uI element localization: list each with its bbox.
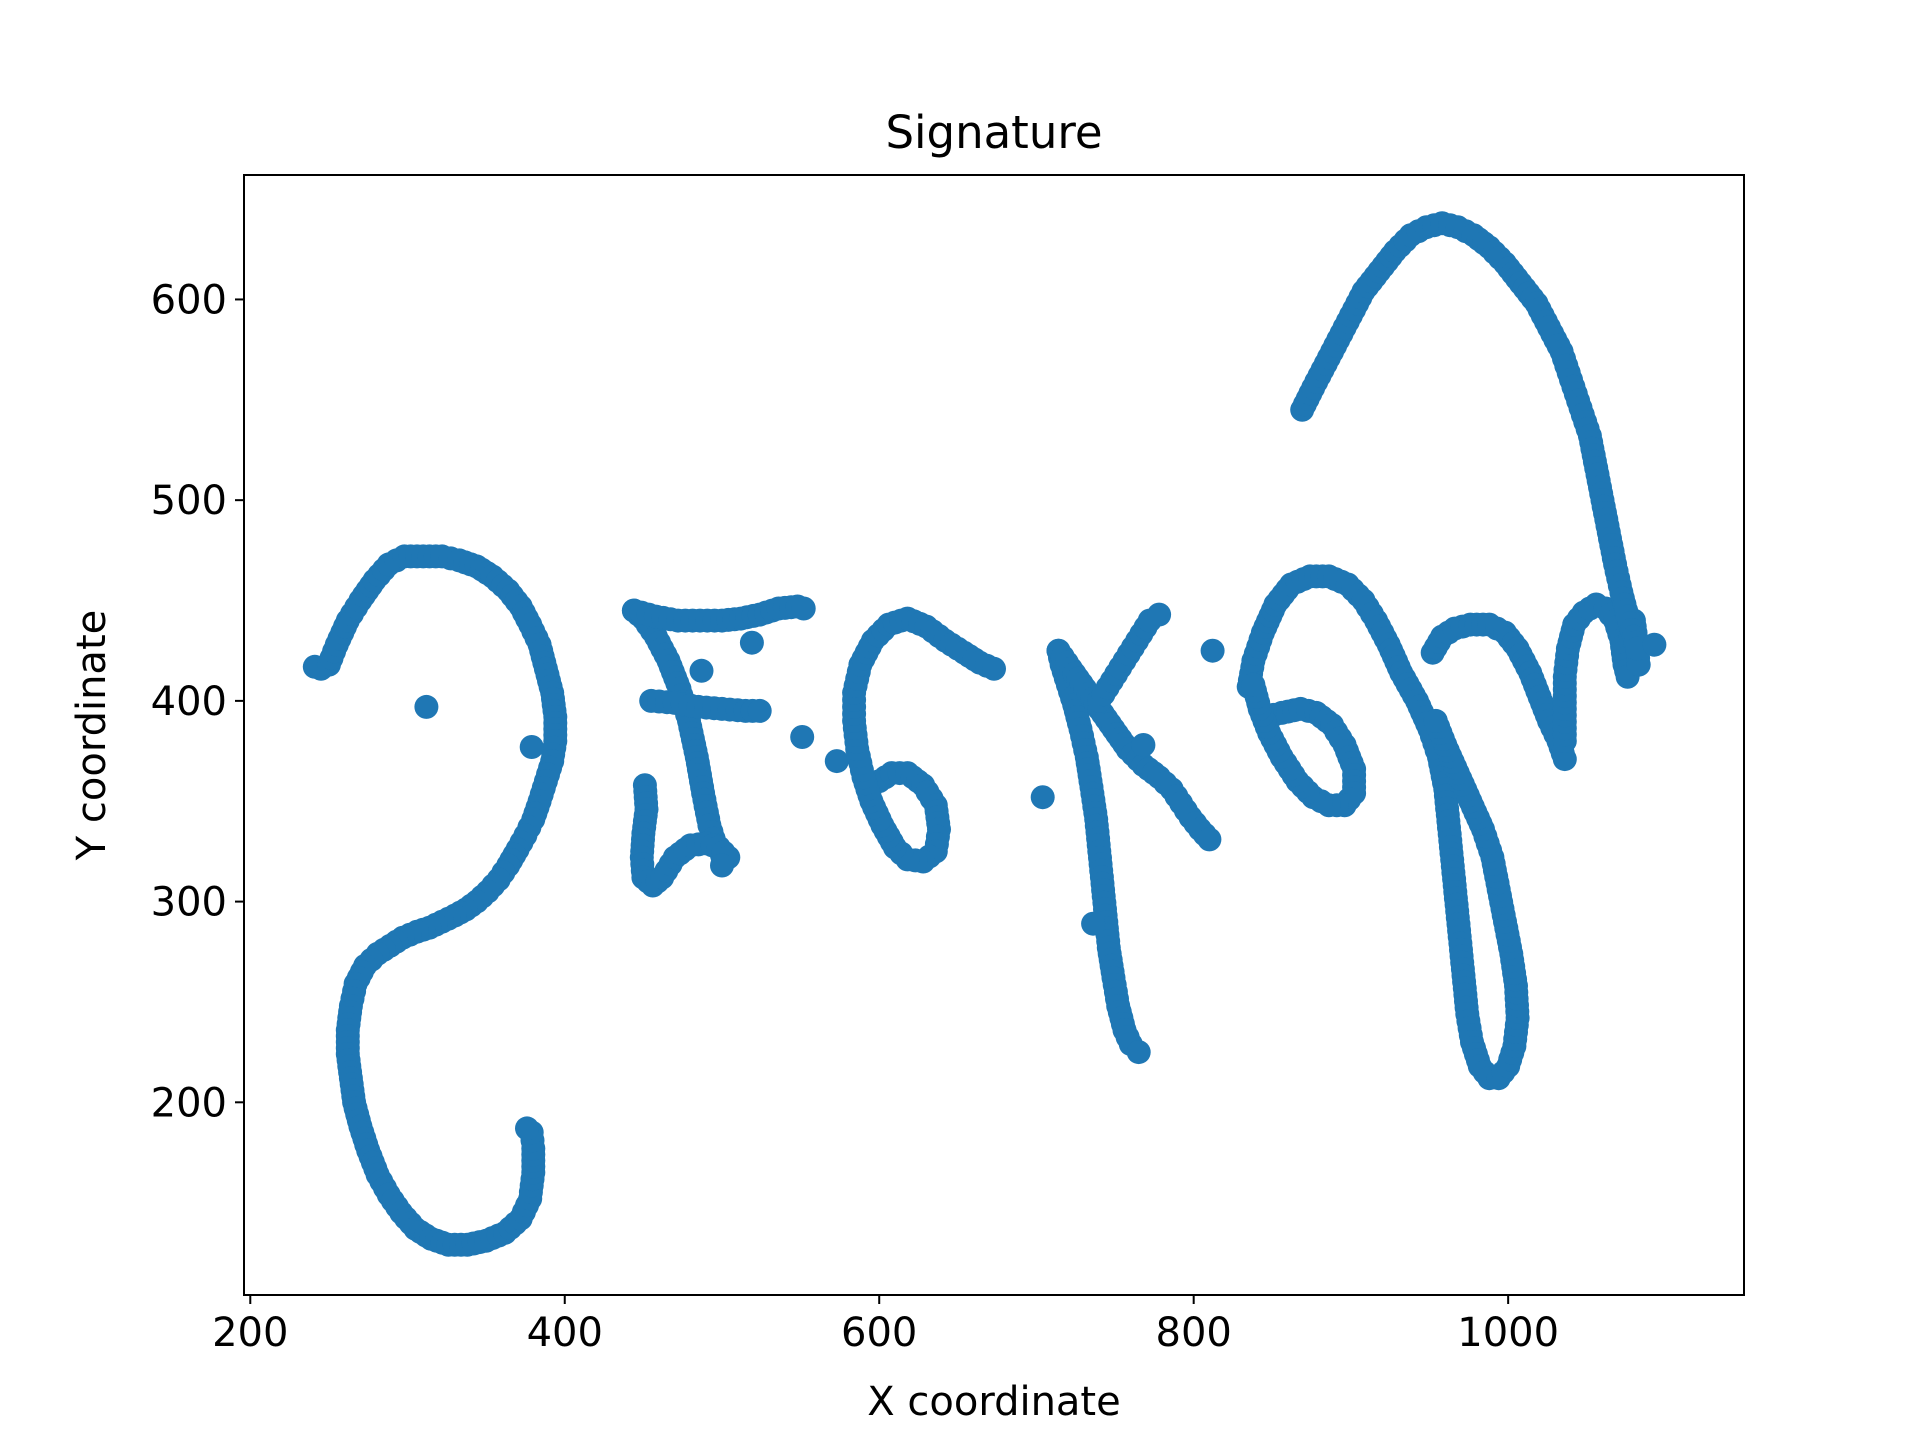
signature-point <box>739 630 764 655</box>
y-tick-label: 600 <box>151 277 227 323</box>
x-tick-label: 600 <box>841 1310 917 1356</box>
x-tick-label: 200 <box>212 1310 288 1356</box>
signature-point <box>414 694 439 719</box>
signature-point <box>1197 827 1222 852</box>
signature-point <box>1200 638 1225 663</box>
signature-point <box>791 596 816 621</box>
signature-point <box>982 656 1006 681</box>
y-tick-label: 400 <box>151 679 227 725</box>
signature-point <box>519 735 544 759</box>
x-tick-label: 800 <box>1156 1310 1232 1356</box>
signature-point <box>1131 733 1156 757</box>
signature-point <box>790 725 815 749</box>
signature-point <box>747 698 772 723</box>
signature-point <box>1552 747 1577 772</box>
signature-point <box>1241 672 1266 697</box>
signature-point <box>1030 785 1055 810</box>
signature-point <box>824 749 849 774</box>
signature-point <box>1126 1040 1151 1065</box>
y-tick-label: 300 <box>151 880 227 926</box>
plot-frame <box>243 174 1745 1296</box>
chart-title: Signature <box>885 106 1102 159</box>
y-axis-ticks: 200 300 400 500 600 <box>151 277 244 1126</box>
x-axis-label: X coordinate <box>867 1379 1120 1425</box>
signature-point <box>1423 708 1448 733</box>
signature-point <box>515 1116 539 1141</box>
signature-points <box>302 211 1667 1257</box>
signature-point <box>710 853 734 878</box>
x-axis-ticks: 200 400 600 800 1000 <box>212 1295 1559 1356</box>
y-axis-label: Y coordinate <box>69 610 115 862</box>
signature-point <box>1147 602 1172 627</box>
signature-point <box>1642 632 1667 657</box>
y-tick-label: 500 <box>151 478 227 524</box>
signature-point <box>1081 911 1106 936</box>
x-tick-label: 1000 <box>1457 1310 1559 1356</box>
x-tick-label: 400 <box>527 1310 603 1356</box>
y-tick-label: 200 <box>151 1080 227 1126</box>
signature-point <box>689 658 714 683</box>
